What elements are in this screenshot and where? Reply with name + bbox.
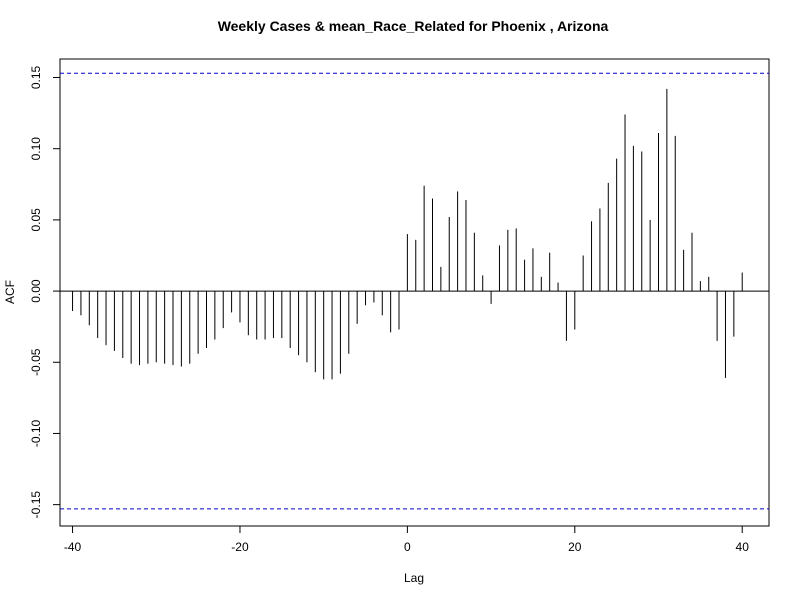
x-tick-label: 40 <box>736 540 750 554</box>
y-tick-label: 0.00 <box>29 279 43 303</box>
x-tick-label: -20 <box>231 540 249 554</box>
y-tick-label: 0.15 <box>29 66 43 90</box>
y-axis-label: ACF <box>3 280 17 304</box>
y-tick-label: -0.05 <box>29 348 43 376</box>
y-tick-label: -0.10 <box>29 419 43 447</box>
x-tick-label: 0 <box>404 540 411 554</box>
y-axis: -0.15 -0.10 -0.05 0.00 0.05 0.10 0.15 <box>29 66 60 519</box>
plot-area-border <box>59 58 770 527</box>
x-tick-label: 20 <box>568 540 582 554</box>
acf-bars <box>72 88 743 380</box>
y-tick-label: -0.15 <box>29 491 43 519</box>
chart-title: Weekly Cases & mean_Race_Related for Pho… <box>218 18 609 34</box>
y-tick-label: 0.05 <box>29 208 43 232</box>
x-axis-label: Lag <box>404 571 424 585</box>
x-tick-label: -40 <box>64 540 82 554</box>
y-tick-label: 0.10 <box>29 137 43 161</box>
x-axis: -40 -20 0 20 40 <box>64 526 749 554</box>
